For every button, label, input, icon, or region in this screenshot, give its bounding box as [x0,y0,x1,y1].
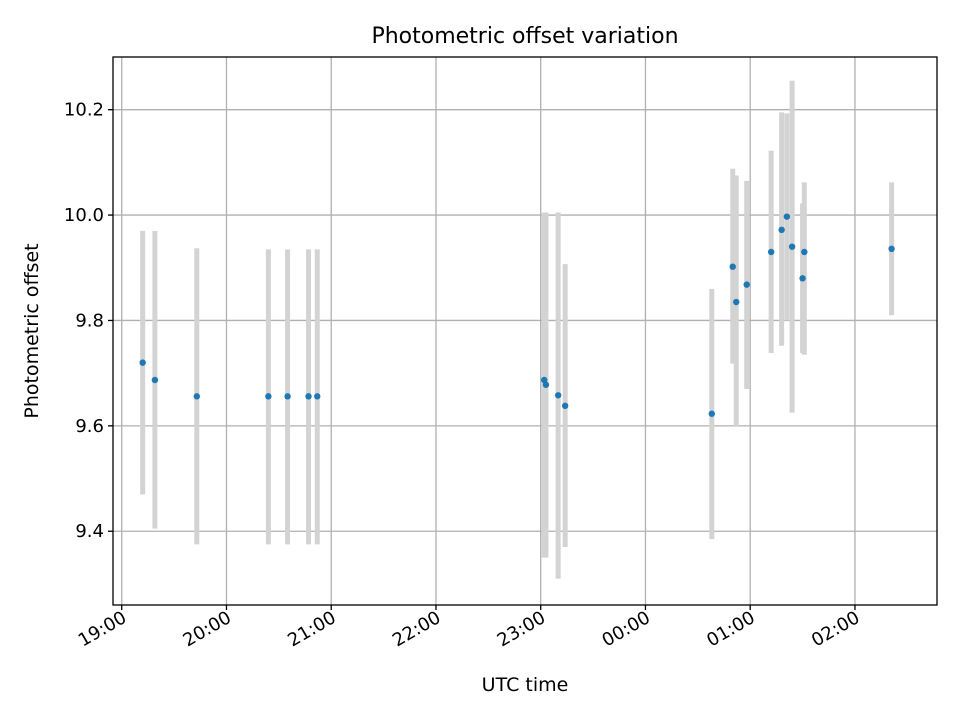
grid-layer [113,57,937,605]
data-point [767,248,775,256]
x-tick-label: 22:00 [389,607,444,651]
y-tick-label: 9.8 [75,310,104,331]
data-point [888,245,895,252]
data-point [729,263,736,270]
point-layer [139,213,895,417]
errorbar-layer [140,80,895,579]
x-tick-label: 20:00 [180,607,235,651]
data-point [708,410,715,417]
data-point [561,402,569,410]
data-point [265,393,272,400]
data-point [284,393,291,400]
plot-frame [112,56,938,606]
data-point [733,298,740,306]
data-point [314,393,321,400]
y-tick-label: 10.0 [64,205,104,226]
y-tick-label: 9.4 [75,521,104,542]
x-tick-label: 02:00 [808,607,863,651]
x-tick-label: 00:00 [599,607,654,651]
data-point [554,392,562,399]
data-point [193,393,200,400]
x-axis-label: UTC time [482,674,569,696]
data-point [139,359,146,366]
data-point [783,213,791,220]
data-point [799,275,806,282]
data-point [151,376,159,384]
y-axis-label: Photometric offset [21,243,43,418]
data-point [801,248,808,256]
chart-title: Photometric offset variation [371,24,678,49]
x-tick-label: 19:00 [75,607,130,651]
data-point [788,243,796,250]
tick-layer: 19:00 20:00 21:00 22:00 23:00 00:00 01:00 02:00… [64,100,864,652]
x-tick-label: 01:00 [703,607,758,651]
y-tick-label: 9.6 [75,416,104,437]
x-tick-label: 23:00 [494,607,549,651]
y-tick-label: 10.2 [64,100,104,121]
data-point [542,381,550,388]
x-tick-label: 21:00 [284,607,339,651]
data-point [743,281,750,288]
data-point [305,393,312,400]
data-point [778,226,785,234]
